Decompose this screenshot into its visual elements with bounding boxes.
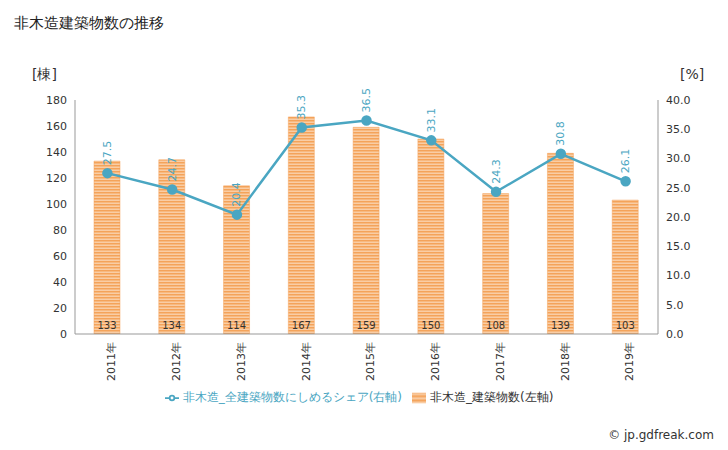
svg-text:2015年: 2015年	[364, 342, 377, 381]
svg-text:100: 100	[46, 198, 67, 211]
svg-text:26.1: 26.1	[619, 149, 632, 174]
svg-text:180: 180	[46, 94, 67, 107]
svg-text:20.0: 20.0	[666, 211, 691, 224]
svg-text:35.0: 35.0	[666, 123, 691, 136]
svg-text:40.0: 40.0	[666, 94, 691, 107]
svg-text:20: 20	[53, 302, 67, 315]
svg-text:10.0: 10.0	[666, 269, 691, 282]
svg-text:2013年: 2013年	[235, 342, 248, 381]
svg-text:103: 103	[616, 320, 635, 331]
svg-text:134: 134	[162, 320, 181, 331]
html-text:非木造_全建築物数にしめるシェア(右軸): 非木造_全建築物数にしめるシェア(右軸)	[182, 390, 402, 404]
svg-text:140: 140	[46, 146, 67, 159]
svg-text:160: 160	[46, 120, 67, 133]
svg-text:120: 120	[46, 172, 67, 185]
svg-text:2019年: 2019年	[623, 342, 636, 381]
svg-text:139: 139	[551, 320, 570, 331]
svg-text:30.0: 30.0	[666, 152, 691, 165]
svg-text:114: 114	[227, 320, 246, 331]
svg-text:159: 159	[357, 320, 376, 331]
svg-text:60: 60	[53, 250, 67, 263]
svg-text:80: 80	[53, 224, 67, 237]
html-text:[棟]: [棟]	[32, 66, 57, 82]
svg-text:0: 0	[60, 328, 67, 341]
svg-text:20.4: 20.4	[230, 182, 243, 207]
svg-text:36.5: 36.5	[360, 88, 373, 113]
svg-text:2012年: 2012年	[170, 342, 183, 381]
svg-text:30.8: 30.8	[554, 121, 567, 146]
svg-text:5.0: 5.0	[666, 299, 684, 312]
svg-text:24.7: 24.7	[166, 157, 179, 182]
svg-text:2016年: 2016年	[429, 342, 442, 381]
svg-text:15.0: 15.0	[666, 240, 691, 253]
svg-text:2017年: 2017年	[494, 342, 507, 381]
svg-text:108: 108	[486, 320, 505, 331]
svg-text:25.0: 25.0	[666, 182, 691, 195]
html-text:© jp.gdfreak.com: © jp.gdfreak.com	[608, 428, 714, 442]
svg-text:24.3: 24.3	[490, 159, 503, 184]
svg-text:150: 150	[421, 320, 440, 331]
svg-text:27.5: 27.5	[101, 141, 114, 166]
html-text:非木造_建築物数(左軸): 非木造_建築物数(左軸)	[430, 390, 554, 404]
svg-text:35.3: 35.3	[295, 95, 308, 120]
svg-text:133: 133	[97, 320, 116, 331]
svg-text:2018年: 2018年	[559, 342, 572, 381]
svg-text:2011年: 2011年	[105, 342, 118, 381]
svg-text:0.0: 0.0	[666, 328, 684, 341]
svg-text:2014年: 2014年	[300, 342, 313, 381]
svg-text:33.1: 33.1	[425, 108, 438, 133]
html-text:非木造建築物数の推移: 非木造建築物数の推移	[14, 14, 164, 32]
svg-text:167: 167	[292, 320, 311, 331]
svg-text:40: 40	[53, 276, 67, 289]
